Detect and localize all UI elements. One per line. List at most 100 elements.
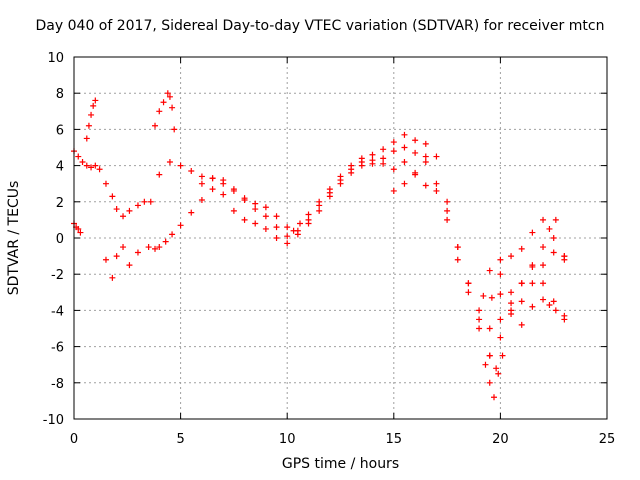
data-point — [169, 104, 176, 111]
data-point — [497, 271, 504, 278]
data-point — [488, 294, 495, 301]
data-point — [113, 206, 120, 213]
data-point — [518, 280, 525, 287]
data-point — [262, 225, 269, 232]
data-point — [465, 289, 472, 296]
data-point — [177, 222, 184, 229]
data-point — [75, 153, 82, 160]
data-point — [550, 235, 557, 241]
x-tick-label: 20 — [492, 432, 509, 447]
data-point — [198, 196, 205, 203]
data-point — [120, 213, 127, 220]
data-point — [177, 162, 184, 169]
data-point — [188, 168, 195, 175]
data-point — [92, 97, 99, 104]
data-point — [220, 191, 227, 198]
data-point — [540, 262, 547, 269]
data-point — [169, 231, 176, 238]
data-point — [401, 131, 408, 138]
series-track-7 — [390, 158, 429, 194]
axis-ticks: 0 5 10 15 20 25 -10 -8 -6 -4 -2 0 2 4 6 8 10 — [43, 51, 616, 447]
series-track-2 — [152, 144, 568, 359]
data-point — [252, 220, 259, 227]
data-point — [88, 164, 95, 171]
y-tick-label: -2 — [51, 268, 64, 283]
series-track-10 — [102, 244, 152, 281]
data-point — [550, 298, 557, 305]
y-tick-label: 10 — [47, 51, 64, 66]
data-point — [390, 187, 397, 194]
data-point — [499, 352, 506, 359]
data-point — [454, 256, 461, 263]
data-point — [546, 225, 553, 232]
series-track-4 — [486, 216, 568, 274]
data-point — [198, 173, 205, 180]
data-point — [401, 158, 408, 165]
data-point — [390, 166, 397, 173]
data-point — [305, 216, 312, 223]
series-track-13 — [497, 263, 568, 323]
data-point — [508, 307, 515, 314]
data-point — [508, 253, 515, 260]
data-point — [198, 180, 205, 187]
series-track-11 — [71, 220, 84, 236]
data-point — [141, 198, 148, 205]
data-point — [380, 155, 387, 162]
data-point — [77, 229, 84, 236]
data-point — [337, 177, 344, 184]
data-points — [71, 90, 568, 401]
data-point — [171, 126, 178, 133]
y-tick-label: -4 — [51, 304, 64, 319]
data-point — [529, 303, 536, 310]
data-point — [75, 225, 82, 232]
grid — [74, 57, 607, 419]
data-point — [412, 169, 419, 176]
data-point — [508, 300, 515, 307]
data-point — [476, 316, 483, 323]
data-point — [529, 229, 536, 236]
data-point — [497, 334, 504, 341]
data-point — [326, 189, 333, 196]
data-point — [546, 301, 553, 308]
y-tick-label: 8 — [56, 87, 64, 102]
data-point — [262, 204, 269, 211]
data-point — [305, 211, 312, 218]
data-point — [518, 245, 525, 252]
data-point — [316, 202, 323, 209]
data-point — [284, 224, 291, 231]
data-point — [529, 263, 536, 270]
y-tick-label: 2 — [56, 196, 64, 211]
data-point — [552, 307, 559, 314]
data-point — [552, 216, 559, 223]
data-point — [369, 151, 376, 158]
data-point — [90, 102, 97, 109]
y-axis-label: SDTVAR / TECUs — [6, 180, 22, 296]
data-point — [491, 394, 498, 401]
data-point — [412, 149, 419, 156]
data-point — [486, 267, 493, 274]
data-point — [166, 158, 173, 165]
data-point — [497, 291, 504, 298]
data-point — [369, 157, 376, 164]
y-tick-label: 4 — [56, 160, 64, 175]
data-point — [102, 180, 109, 187]
data-point — [96, 166, 103, 173]
series-track-1 — [71, 131, 500, 372]
data-point — [518, 298, 525, 305]
data-point — [380, 146, 387, 153]
data-point — [540, 280, 547, 287]
data-point — [380, 160, 387, 167]
series-track-3 — [198, 157, 568, 332]
series-track-9 — [152, 90, 178, 133]
data-point — [284, 240, 291, 247]
data-point — [273, 235, 280, 241]
data-point — [476, 325, 483, 332]
data-point — [296, 220, 303, 227]
data-point — [316, 207, 323, 214]
data-point — [444, 216, 451, 223]
data-point — [152, 245, 159, 252]
data-point — [209, 175, 216, 182]
data-point — [147, 198, 154, 205]
data-point — [465, 280, 472, 287]
